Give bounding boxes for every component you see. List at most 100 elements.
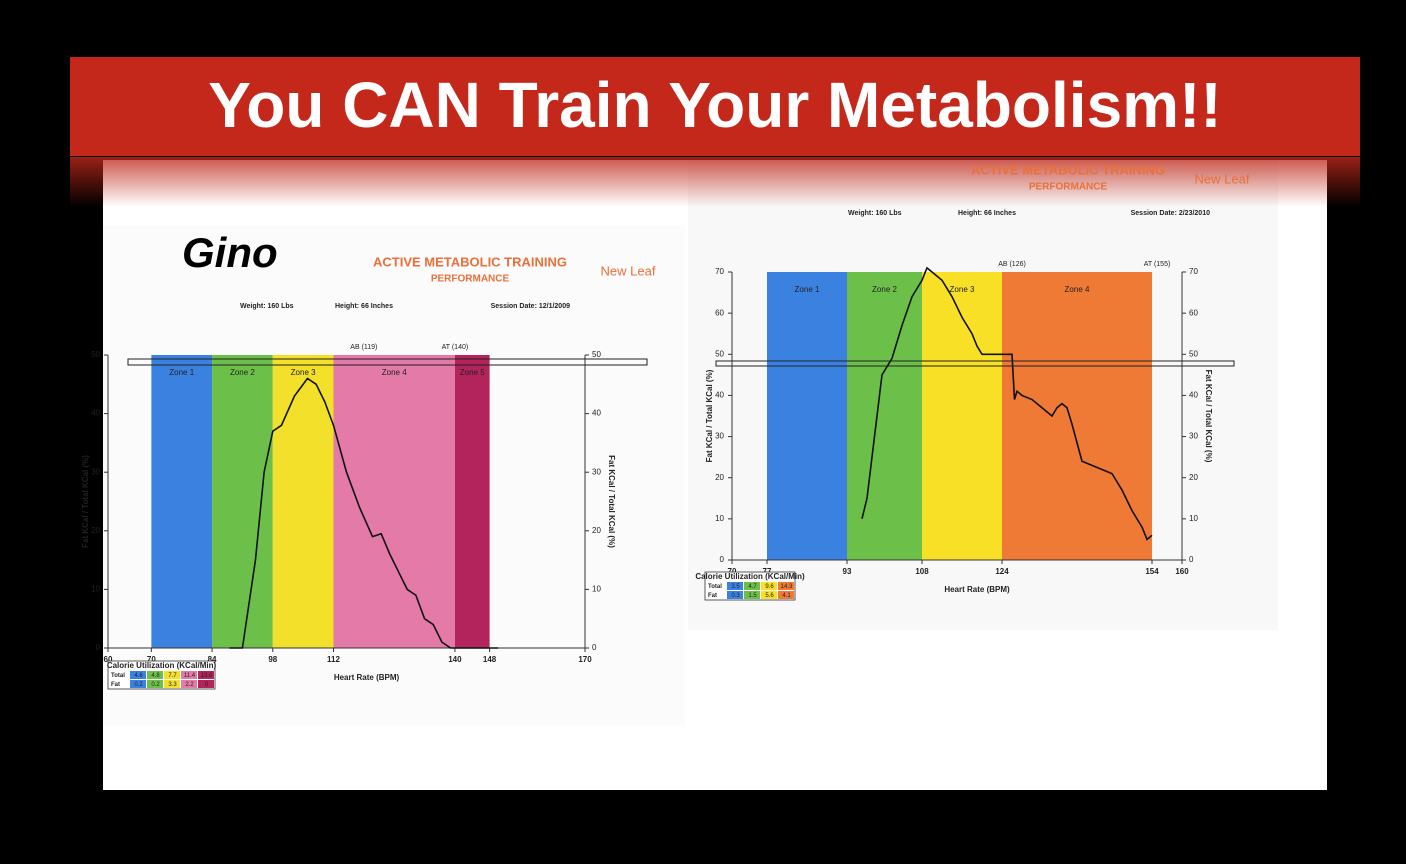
x-tick-label: 108 bbox=[915, 567, 929, 576]
x-tick-label: 154 bbox=[1145, 567, 1159, 576]
table-value: 9.6 bbox=[765, 584, 774, 590]
height: Height: 66 Inches bbox=[335, 303, 393, 310]
x-tick-label: 98 bbox=[268, 655, 277, 664]
person-name: Gino bbox=[182, 229, 278, 276]
zone-label: Zone 5 bbox=[460, 368, 485, 377]
y-tick-label: 40 bbox=[715, 391, 724, 400]
table-row-label: Fat bbox=[708, 593, 717, 599]
table-cell bbox=[147, 671, 163, 679]
table-cell bbox=[130, 680, 146, 688]
table-cell bbox=[778, 582, 794, 590]
brand: New Leaf bbox=[1195, 171, 1250, 186]
y2-tick-label: 70 bbox=[1189, 267, 1198, 276]
table-value: 4.8 bbox=[151, 673, 160, 679]
y2-tick-label: 40 bbox=[1189, 391, 1198, 400]
zone-band bbox=[212, 355, 273, 648]
y2-tick-label: 30 bbox=[592, 467, 601, 476]
y2-tick-label: 30 bbox=[1189, 432, 1198, 441]
x-tick-label: 93 bbox=[843, 567, 852, 576]
y2-tick-label: 60 bbox=[1189, 308, 1198, 317]
y-tick-label: 0 bbox=[720, 555, 725, 564]
y2-tick-label: 0 bbox=[1189, 555, 1194, 564]
table-value: 0.2 bbox=[134, 682, 143, 688]
report-subtitle: PERFORMANCE bbox=[1029, 182, 1108, 193]
x-tick-label: 140 bbox=[448, 655, 462, 664]
table-cell bbox=[198, 671, 214, 679]
highlight-box bbox=[715, 360, 1235, 367]
table-title: Calorie Utilization (KCal/Min) bbox=[695, 572, 805, 581]
table-value: 2.2 bbox=[185, 682, 194, 688]
zone-band bbox=[1002, 272, 1152, 560]
session-date: Session Date: 2/23/2010 bbox=[1131, 210, 1210, 217]
zone-band bbox=[333, 355, 455, 648]
x-tick-label: 124 bbox=[995, 567, 1009, 576]
annotation: AT (140) bbox=[442, 344, 469, 351]
fat-ratio-line bbox=[229, 377, 499, 649]
height: Height: 66 Inches bbox=[958, 210, 1016, 217]
table-row-label: Total bbox=[708, 584, 722, 590]
table-row-label: Fat bbox=[111, 682, 120, 688]
y-axis-label: Fat KCal / Total KCal (%) bbox=[705, 369, 714, 462]
y2-tick-label: 50 bbox=[592, 350, 601, 359]
x-axis-label: Heart Rate (BPM) bbox=[944, 585, 1010, 594]
table-value: 14.3 bbox=[781, 584, 793, 590]
table-cell bbox=[164, 671, 180, 679]
x-tick-label: 148 bbox=[483, 655, 497, 664]
table-cell bbox=[727, 591, 743, 599]
x-axis-label: Heart Rate (BPM) bbox=[334, 673, 400, 682]
weight: Weight: 160 Lbs bbox=[240, 303, 294, 310]
table-value: 1.5 bbox=[748, 593, 757, 599]
table-value: 3.5 bbox=[731, 584, 740, 590]
zone-band bbox=[454, 355, 490, 648]
table-title: Calorie Utilization (KCal/Min) bbox=[107, 661, 217, 670]
y-axis-label: Fat KCal / Total KCal (%) bbox=[81, 455, 90, 548]
zone-label: Zone 4 bbox=[382, 368, 407, 377]
report-subtitle: PERFORMANCE bbox=[431, 274, 510, 285]
table-value: 13.8 bbox=[201, 673, 213, 679]
y-tick-label: 70 bbox=[715, 267, 724, 276]
charts: ACTIVE METABOLIC TRAINING PERFORMANCE New … bbox=[81, 162, 1250, 690]
zone-label: Zone 3 bbox=[291, 368, 316, 377]
table-cell bbox=[164, 680, 180, 688]
zone-label: Zone 1 bbox=[169, 368, 194, 377]
y2-tick-label: 50 bbox=[1189, 349, 1198, 358]
zone-label: Zone 2 bbox=[872, 285, 897, 294]
y2-axis-label: Fat KCal / Total KCal (%) bbox=[1204, 370, 1213, 463]
zone-label: Zone 1 bbox=[795, 285, 820, 294]
zone-band bbox=[272, 355, 334, 648]
x-tick-label: 170 bbox=[578, 655, 592, 664]
report-title: ACTIVE METABOLIC TRAINING bbox=[971, 162, 1165, 177]
x-tick-label: 160 bbox=[1175, 567, 1189, 576]
y-tick-label: 40 bbox=[91, 409, 100, 418]
annotation: AT (155) bbox=[1144, 261, 1171, 268]
banner-reflection bbox=[70, 157, 1360, 207]
title-banner bbox=[70, 57, 1360, 156]
table-cell bbox=[130, 671, 146, 679]
y-tick-label: 10 bbox=[91, 585, 100, 594]
table-cell bbox=[744, 591, 760, 599]
y-tick-label: 20 bbox=[91, 526, 100, 535]
zone-band bbox=[847, 272, 922, 560]
slide-title: You CAN Train Your Metabolism!! bbox=[208, 69, 1221, 141]
table-value: 11.4 bbox=[184, 673, 196, 679]
table-cell bbox=[147, 680, 163, 688]
x-tick-label: 60 bbox=[104, 655, 113, 664]
table-cell bbox=[181, 671, 197, 679]
zone-label: Zone 2 bbox=[230, 368, 255, 377]
table-cell bbox=[778, 591, 794, 599]
y-tick-label: 20 bbox=[715, 473, 724, 482]
y2-tick-label: 20 bbox=[1189, 473, 1198, 482]
table-cell bbox=[198, 680, 214, 688]
y-tick-label: 30 bbox=[91, 467, 100, 476]
zone-band bbox=[922, 272, 1002, 560]
x-tick-label: 70 bbox=[147, 655, 156, 664]
y2-tick-label: 10 bbox=[592, 585, 601, 594]
y2-axis-label: Fat KCal / Total KCal (%) bbox=[607, 455, 616, 548]
report-title: ACTIVE METABOLIC TRAINING bbox=[373, 254, 567, 269]
y2-tick-label: 40 bbox=[592, 409, 601, 418]
x-tick-label: 112 bbox=[327, 655, 340, 664]
annotation: AB (126) bbox=[998, 261, 1026, 268]
zone-band bbox=[767, 272, 847, 560]
table-value: 3.3 bbox=[168, 682, 177, 688]
